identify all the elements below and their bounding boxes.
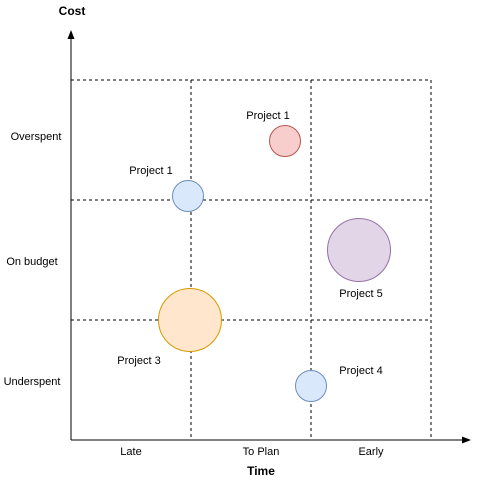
grid bbox=[71, 79, 432, 440]
bubble-circle bbox=[269, 125, 301, 157]
bubble-outline bbox=[295, 370, 327, 402]
bubble-label: Project 5 bbox=[339, 288, 382, 300]
project-bubble-4[interactable]: Project 4 bbox=[295, 365, 383, 402]
bubble-label: Project 3 bbox=[117, 355, 160, 367]
bubble-circle bbox=[158, 288, 222, 352]
bubble-outline bbox=[327, 218, 391, 282]
project-bubble-1-late[interactable]: Project 1 bbox=[129, 165, 204, 212]
project-bubble-5[interactable]: Project 5 bbox=[327, 218, 391, 301]
project-bubble-3[interactable]: Project 3 bbox=[117, 288, 222, 368]
project-bubble-1-overspent[interactable]: Project 1 bbox=[246, 110, 301, 157]
column-label-to-plan: To Plan bbox=[243, 446, 280, 458]
bubble-label: Project 4 bbox=[339, 365, 382, 377]
bubble-circle bbox=[327, 218, 391, 282]
row-label-overspent: Overspent bbox=[11, 131, 62, 143]
y-axis-arrowhead bbox=[67, 30, 75, 39]
bubble-label: Project 1 bbox=[129, 165, 172, 177]
row-label-on-budget: On budget bbox=[6, 256, 57, 268]
row-label-underspent: Underspent bbox=[4, 376, 61, 388]
column-label-early: Early bbox=[358, 446, 384, 458]
bubble-outline bbox=[269, 125, 301, 157]
x-axis-arrowhead bbox=[462, 436, 471, 444]
x-axis-title: Time bbox=[247, 464, 275, 478]
bubble-circle bbox=[172, 180, 204, 212]
bubble-outline bbox=[172, 180, 204, 212]
y-axis-title: Cost bbox=[59, 4, 86, 18]
axes bbox=[67, 30, 471, 444]
column-label-late: Late bbox=[120, 446, 141, 458]
bubble-label: Project 1 bbox=[246, 110, 289, 122]
bubble-outline bbox=[158, 288, 222, 352]
bubble-circle bbox=[295, 370, 327, 402]
